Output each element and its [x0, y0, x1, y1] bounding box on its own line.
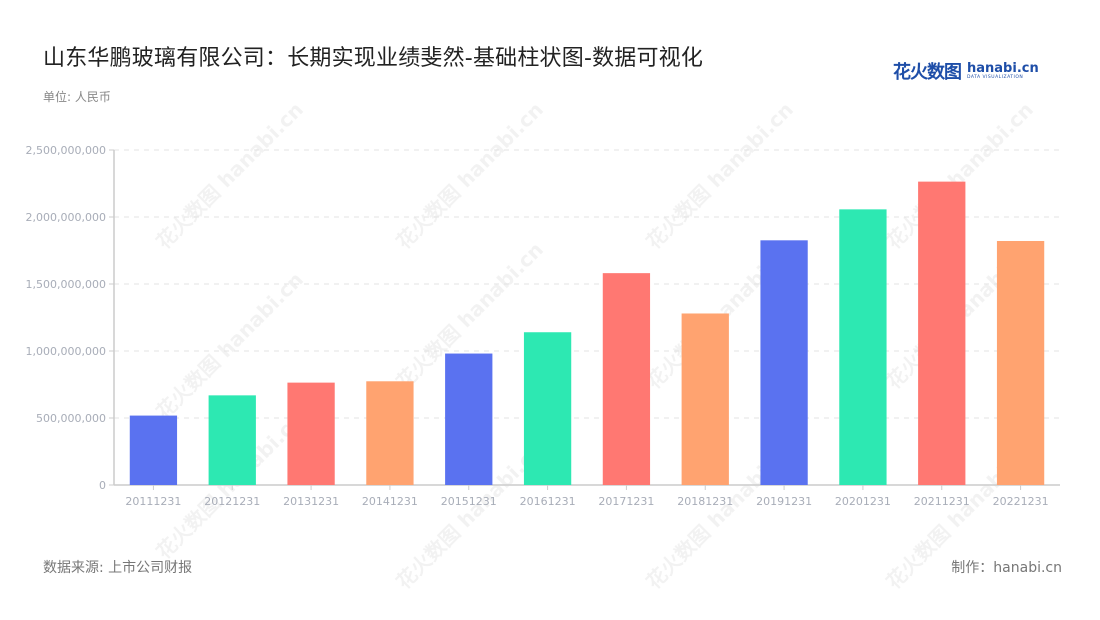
x-tick-label: 20151231: [441, 495, 497, 508]
bar: [366, 381, 414, 485]
x-tick-label: 20171231: [598, 495, 654, 508]
y-tick-label: 1,500,000,000: [26, 278, 106, 291]
x-tick-label: 20201231: [835, 495, 891, 508]
bar: [129, 415, 178, 485]
bar: [523, 332, 572, 485]
chart-title: 山东华鹏玻璃有限公司：长期实现业绩斐然-基础柱状图-数据可视化: [43, 46, 704, 71]
logo-text-en: hanabi.cn: [967, 60, 1039, 76]
x-tick-label: 20121231: [204, 495, 260, 508]
x-tick-label: 20161231: [520, 495, 576, 508]
x-tick-label: 20211231: [914, 495, 970, 508]
y-tick-label: 1,000,000,000: [26, 345, 106, 358]
logo-text-cn: 花火数图: [893, 62, 962, 83]
data-source: 数据来源: 上市公司财报: [43, 560, 193, 576]
x-tick-label: 20131231: [283, 495, 339, 508]
bar: [208, 395, 256, 485]
bar: [681, 313, 729, 485]
bar: [287, 382, 335, 485]
bar: [918, 181, 966, 485]
x-tick-label: 20191231: [756, 495, 812, 508]
x-tick-label: 20141231: [362, 495, 418, 508]
y-tick-label: 500,000,000: [36, 412, 106, 425]
bar: [760, 240, 808, 485]
bar: [839, 209, 887, 485]
brand-logo: 花火数图 hanabi.cn DATA VISUALIZATION: [893, 58, 1039, 84]
credit-label: 制作：hanabi.cn: [951, 560, 1062, 576]
unit-label: 单位: 人民币: [43, 90, 111, 104]
y-tick-label: 2,000,000,000: [26, 211, 106, 224]
bar: [602, 273, 651, 485]
y-tick-label: 2,500,000,000: [26, 144, 106, 157]
logo-text-en-group: hanabi.cn DATA VISUALIZATION: [967, 62, 1039, 81]
x-tick-label: 20181231: [677, 495, 733, 508]
y-tick-label: 0: [99, 479, 106, 492]
x-tick-label: 20111231: [125, 495, 181, 508]
bar: [445, 353, 493, 485]
logo-subtext: DATA VISUALIZATION: [967, 74, 1024, 80]
x-tick-label: 20221231: [993, 495, 1049, 508]
bar: [996, 240, 1045, 485]
